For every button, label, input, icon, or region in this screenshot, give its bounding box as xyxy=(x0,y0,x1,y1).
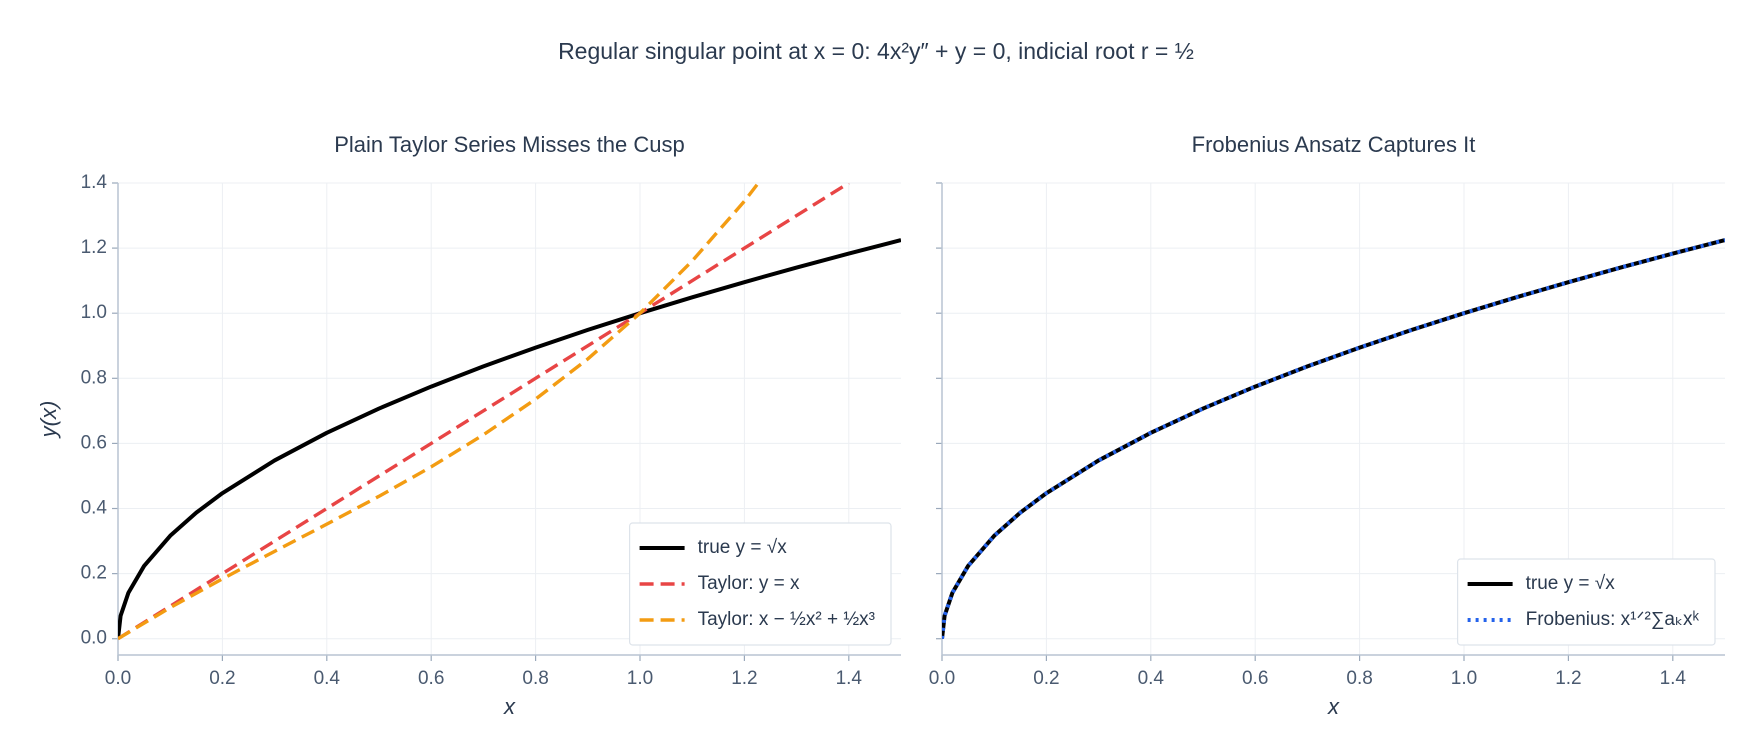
x-tick-label: 1.4 xyxy=(836,668,863,689)
y-tick-label: 0.8 xyxy=(81,367,107,388)
subplot: Plain Taylor Series Misses the Cusp 0.0 0.… xyxy=(36,132,901,719)
y-tick-label: 0.6 xyxy=(81,432,107,453)
x-tick-label: 1.0 xyxy=(1451,668,1477,689)
x-axis-label: x xyxy=(503,694,516,719)
y-tick-label: 1.0 xyxy=(81,302,107,323)
legend-label: true y = √x xyxy=(698,537,788,558)
x-tick-label: 0.6 xyxy=(418,668,444,689)
x-tick-label: 0.4 xyxy=(314,668,341,689)
legend-label: Taylor: x − ½x² + ½x³ xyxy=(698,609,875,630)
y-tick-label: 1.4 xyxy=(81,172,108,193)
x-tick-label: 1.2 xyxy=(731,668,757,689)
y-tick-label: 0.2 xyxy=(81,563,107,584)
x-axis-label: x xyxy=(1327,694,1340,719)
x-tick-label: 0.8 xyxy=(522,668,548,689)
subplot-title: Frobenius Ansatz Captures It xyxy=(1192,132,1476,157)
line-series xyxy=(118,183,761,641)
figure-title: Regular singular point at x = 0: 4x²y″ +… xyxy=(558,38,1194,64)
line-series xyxy=(942,238,1725,639)
legend-box xyxy=(1457,558,1716,646)
legend: true y = √x Frobenius: x¹ᐟ²∑aₖxᵏ xyxy=(1457,558,1716,646)
y-tick-label: 1.2 xyxy=(81,237,107,258)
x-tick-label: 1.2 xyxy=(1555,668,1581,689)
x-tick-label: 0.4 xyxy=(1138,668,1165,689)
legend-box xyxy=(628,522,892,646)
x-tick-label: 0.6 xyxy=(1242,668,1268,689)
line-series xyxy=(118,183,850,641)
legend: true y = √x Taylor: y = x Taylor: x − ½x² … xyxy=(628,522,892,646)
legend-label: true y = √x xyxy=(1526,573,1616,594)
line-series xyxy=(118,238,901,639)
y-tick-label: 0.0 xyxy=(81,628,107,649)
x-tick-label: 0.8 xyxy=(1346,668,1372,689)
legend-label: Frobenius: x¹ᐟ²∑aₖxᵏ xyxy=(1526,609,1700,630)
y-axis-label: y(x) xyxy=(36,401,61,440)
x-tick-label: 0.2 xyxy=(1033,668,1059,689)
x-tick-label: 0.0 xyxy=(105,668,131,689)
subplot: Frobenius Ansatz Captures It 0.0 0.2 0.4 0.6… xyxy=(929,132,1725,719)
subplot-title: Plain Taylor Series Misses the Cusp xyxy=(334,132,685,157)
x-tick-label: 0.2 xyxy=(209,668,235,689)
x-tick-label: 0.0 xyxy=(929,668,955,689)
legend-label: Taylor: y = x xyxy=(698,573,800,594)
y-tick-label: 0.4 xyxy=(81,498,108,519)
x-tick-label: 1.4 xyxy=(1660,668,1687,689)
x-tick-label: 1.0 xyxy=(627,668,653,689)
